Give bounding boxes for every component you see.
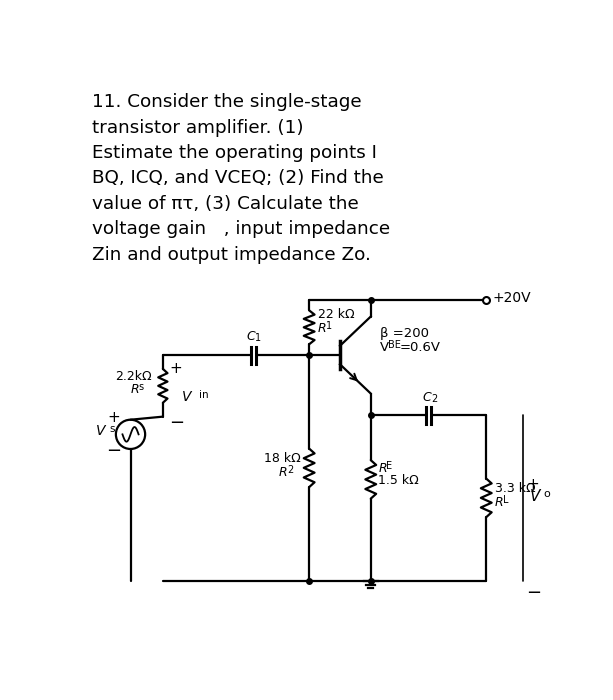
Text: 2: 2 [287, 465, 293, 475]
Text: −: − [527, 584, 541, 602]
Text: E: E [386, 461, 392, 471]
Text: in: in [199, 391, 208, 400]
Text: R: R [495, 496, 503, 509]
Text: +: + [527, 477, 539, 491]
Text: β =200: β =200 [380, 327, 429, 340]
Text: +: + [169, 361, 182, 376]
Text: 2.2kΩ: 2.2kΩ [115, 370, 152, 383]
Text: Zin and output impedance Zo.: Zin and output impedance Zo. [92, 246, 371, 264]
Text: L: L [503, 495, 509, 505]
Text: o: o [543, 489, 550, 498]
Text: =0.6V: =0.6V [399, 341, 440, 354]
Text: BQ, ICQ, and VCEQ; (2) Find the: BQ, ICQ, and VCEQ; (2) Find the [92, 169, 384, 188]
Text: V: V [530, 489, 540, 504]
Text: −: − [106, 442, 121, 461]
Text: R: R [131, 383, 139, 396]
Text: 2: 2 [432, 393, 438, 403]
Text: 22 kΩ: 22 kΩ [318, 309, 354, 321]
Text: voltage gain   , input impedance: voltage gain , input impedance [92, 220, 390, 238]
Text: 1: 1 [255, 333, 261, 344]
Text: 18 kΩ: 18 kΩ [264, 452, 301, 465]
Text: −: − [169, 414, 184, 432]
Text: V: V [380, 341, 389, 354]
Text: 1: 1 [326, 321, 332, 331]
Text: V: V [96, 424, 105, 438]
Text: R: R [318, 323, 326, 335]
Text: 1.5 kΩ: 1.5 kΩ [378, 475, 419, 487]
Text: value of πτ, (3) Calculate the: value of πτ, (3) Calculate the [92, 195, 359, 213]
Text: R: R [378, 462, 387, 475]
Text: 3.3 kΩ: 3.3 kΩ [495, 482, 535, 495]
Text: transistor amplifier. (1): transistor amplifier. (1) [92, 118, 303, 136]
Text: +20V: +20V [492, 291, 531, 305]
Text: BE: BE [389, 340, 402, 349]
Text: +: + [107, 410, 120, 425]
Text: s: s [138, 382, 143, 392]
Text: V: V [182, 391, 192, 405]
Text: C: C [246, 330, 255, 344]
Text: C: C [422, 391, 431, 403]
Text: s: s [110, 424, 115, 434]
Text: 11. Consider the single-stage: 11. Consider the single-stage [92, 93, 362, 111]
Text: Estimate the operating points I: Estimate the operating points I [92, 144, 377, 162]
Text: R: R [278, 466, 287, 479]
